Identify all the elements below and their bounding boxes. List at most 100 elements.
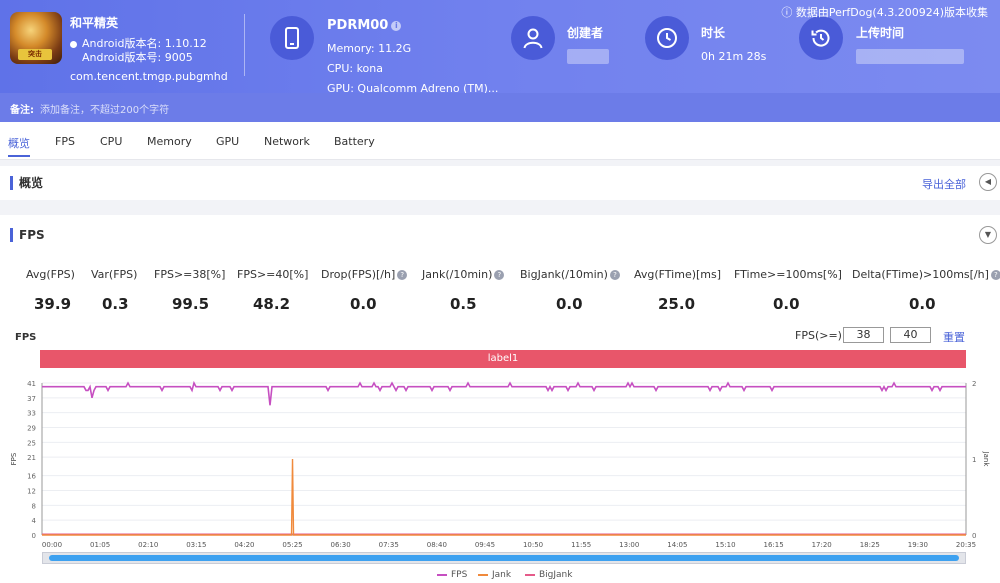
device-cpu: CPU: kona (327, 62, 383, 75)
android-version-name: Android版本名: 1.10.12 (82, 37, 207, 50)
help-icon[interactable]: ? (990, 270, 1000, 280)
app-version-info: Android版本名: 1.10.12 Android版本号: 9005 (70, 37, 207, 65)
stat-label: BigJank(/10min)? (520, 268, 620, 281)
y-tick-label: 33 (27, 410, 36, 418)
scrollbar-thumb[interactable] (49, 555, 959, 561)
phone-icon (270, 16, 314, 60)
help-icon[interactable]: ? (494, 270, 505, 280)
stat-label: FPS>=40[%] (237, 268, 309, 281)
y-tick-label: 21 (27, 454, 36, 462)
device-name: PDRM00 i (327, 18, 402, 33)
help-icon[interactable]: ? (397, 270, 408, 280)
note-bar: 备注: 添加备注，不超过200个字符 (0, 93, 1000, 122)
device-gpu: GPU: Qualcomm Adreno (TM)... (327, 82, 499, 95)
stat-value: 0.0 (556, 295, 583, 313)
stat-label: FTime>=100ms[%] (734, 268, 842, 281)
x-tick-label: 04:20 (234, 541, 254, 549)
x-tick-label: 03:15 (186, 541, 206, 549)
android-icon (70, 40, 77, 48)
legend-bigjank[interactable]: BigJank (525, 570, 572, 580)
overview-section: 概览 导出全部 ◀ (0, 166, 1000, 200)
x-tick-label: 07:35 (379, 541, 399, 549)
x-tick-label: 01:05 (90, 541, 110, 549)
clock-icon (645, 16, 689, 60)
reset-button[interactable]: 重置 (943, 331, 965, 344)
history-icon (799, 16, 843, 60)
x-tick-label: 15:10 (715, 541, 735, 549)
threshold-label: FPS(>=) (795, 329, 842, 342)
x-tick-label: 14:05 (667, 541, 687, 549)
legend-jank[interactable]: Jank (478, 570, 511, 580)
tab-fps[interactable]: FPS (55, 135, 75, 148)
stat-value: 0.0 (909, 295, 936, 313)
header-divider (244, 14, 245, 76)
y-tick-label: 16 (27, 473, 36, 481)
y-tick-label: 29 (27, 424, 36, 432)
stat-label: Drop(FPS)[/h]? (321, 268, 408, 281)
time-scrollbar[interactable] (42, 552, 966, 564)
fps-section: FPS ▼ Avg(FPS) Var(FPS) FPS>=38[%] FPS>=… (0, 215, 1000, 583)
threshold-input-1[interactable]: 38 (843, 327, 884, 343)
x-tick-label: 17:20 (812, 541, 832, 549)
stat-label: Avg(FTime)[ms] (634, 268, 722, 281)
tab-overview[interactable]: 概览 (8, 137, 30, 157)
note-input[interactable]: 添加备注，不超过200个字符 (40, 105, 170, 116)
x-tick-label: 10:50 (523, 541, 543, 549)
legend-fps[interactable]: FPS (437, 570, 467, 580)
duration-label: 时长 (701, 26, 726, 40)
chart-title: FPS (15, 332, 37, 343)
collapse-left-icon[interactable]: ◀ (979, 173, 997, 191)
app-name: 和平精英 (70, 16, 119, 30)
x-tick-label: 13:00 (619, 541, 639, 549)
y-right-tick-label: 1 (972, 456, 976, 464)
app-icon-badge: 突击 (18, 49, 52, 60)
upload-time-value-redacted (856, 49, 964, 64)
user-icon (511, 16, 555, 60)
x-tick-label: 16:15 (763, 541, 783, 549)
overview-title: 概览 (10, 176, 43, 190)
upload-time-label: 上传时间 (856, 26, 905, 40)
y-tick-label: 25 (27, 439, 36, 447)
stat-value: 0.0 (350, 295, 377, 313)
info-icon[interactable]: i (391, 20, 402, 31)
app-icon: 突击 (10, 12, 62, 64)
y-tick-label: 37 (27, 395, 36, 403)
device-memory: Memory: 11.2G (327, 42, 412, 55)
y-right-tick-label: 2 (972, 380, 976, 388)
x-tick-label: 20:35 (956, 541, 976, 549)
tab-cpu[interactable]: CPU (100, 135, 123, 148)
stat-value: 48.2 (253, 295, 291, 313)
y-right-axis-title: Jank (982, 451, 990, 468)
jank-series-line (42, 458, 966, 536)
label-bar[interactable]: label1 (40, 350, 966, 368)
threshold-input-2[interactable]: 40 (890, 327, 931, 343)
y-tick-label: 0 (32, 532, 36, 540)
tab-bar: 概览 FPS CPU Memory GPU Network Battery (0, 122, 1000, 160)
duration-value: 0h 21m 28s (701, 50, 767, 63)
collapse-down-icon[interactable]: ▼ (979, 226, 997, 244)
stat-label: Jank(/10min)? (422, 268, 505, 281)
y-axis-title: FPS (10, 452, 18, 465)
tab-gpu[interactable]: GPU (216, 135, 240, 148)
stat-value: 0.0 (773, 295, 800, 313)
tab-memory[interactable]: Memory (147, 135, 192, 148)
stat-value: 39.9 (34, 295, 72, 313)
x-tick-label: 19:30 (908, 541, 928, 549)
stat-value: 99.5 (172, 295, 210, 313)
x-tick-label: 05:25 (282, 541, 302, 549)
report-header: 突击 和平精英 Android版本名: 1.10.12 Android版本号: … (0, 0, 1000, 95)
export-all-button[interactable]: 导出全部 (922, 178, 966, 191)
x-tick-label: 02:10 (138, 541, 158, 549)
stat-label: FPS>=38[%] (154, 268, 226, 281)
y-right-tick-label: 0 (972, 532, 976, 540)
stat-label: Avg(FPS) (26, 268, 75, 281)
tab-battery[interactable]: Battery (334, 135, 375, 148)
y-tick-label: 41 (27, 380, 36, 388)
help-icon[interactable]: ? (609, 270, 620, 280)
stat-label: Var(FPS) (91, 268, 138, 281)
x-tick-label: 00:00 (42, 541, 62, 549)
y-tick-label: 12 (27, 488, 36, 496)
fps-series-line (42, 380, 966, 406)
tab-network[interactable]: Network (264, 135, 310, 148)
